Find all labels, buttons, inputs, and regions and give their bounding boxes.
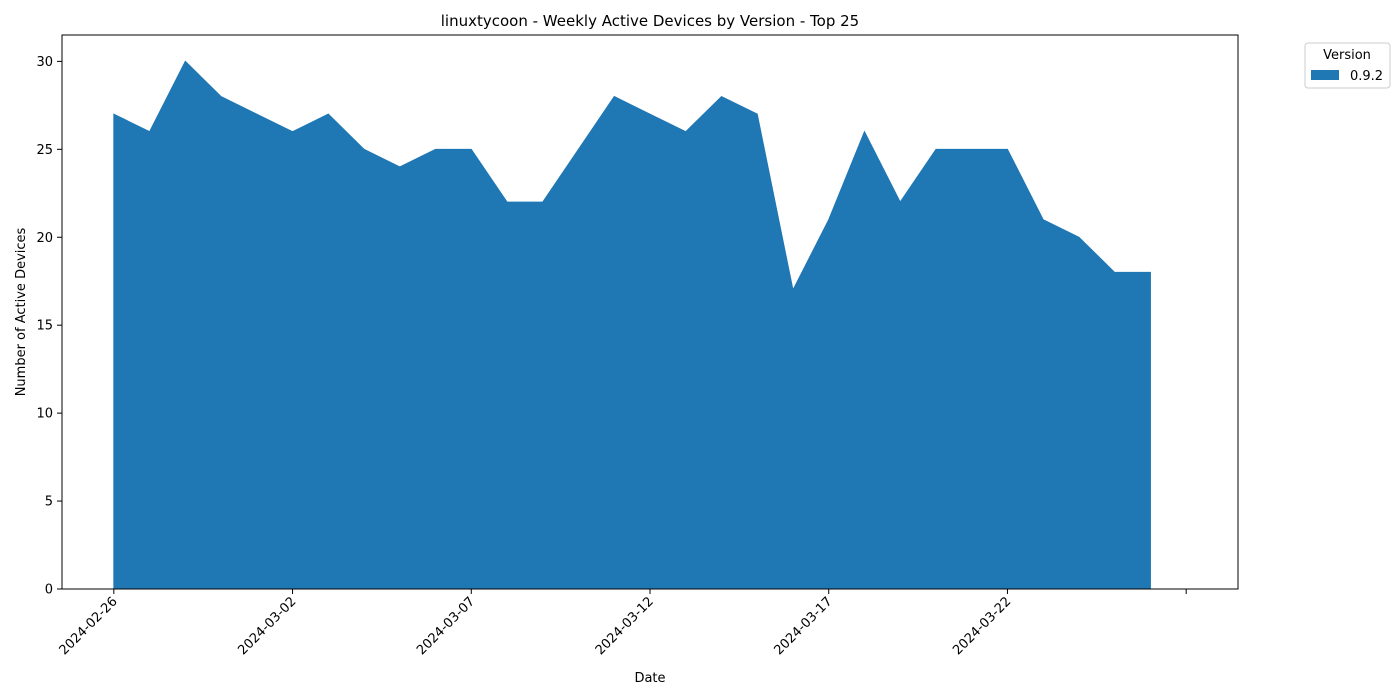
legend-swatch bbox=[1311, 70, 1339, 80]
legend: Version 0.9.2 bbox=[1304, 42, 1391, 89]
x-tick-label: 2024-03-22 bbox=[950, 594, 1014, 658]
x-tick-label: 2024-03-07 bbox=[414, 594, 478, 658]
y-tick-label: 25 bbox=[36, 143, 53, 158]
x-tick-label: 2024-02-26 bbox=[57, 594, 121, 658]
plot-area bbox=[61, 34, 1239, 590]
series-area-0.9.2 bbox=[113, 60, 1151, 590]
legend-title: Version bbox=[1323, 48, 1371, 63]
x-tick-label: 2024-03-17 bbox=[772, 594, 836, 658]
y-tick-label: 20 bbox=[36, 231, 53, 246]
y-tick-label: 10 bbox=[36, 407, 53, 422]
legend-label: 0.9.2 bbox=[1350, 69, 1383, 84]
x-tick-label: 2024-03-12 bbox=[593, 594, 657, 658]
chart-title: linuxtycoon - Weekly Active Devices by V… bbox=[441, 12, 859, 30]
y-axis-label: Number of Active Devices bbox=[14, 227, 29, 396]
y-tick-label: 5 bbox=[45, 495, 53, 510]
y-tick-label: 0 bbox=[45, 583, 53, 598]
x-axis: 2024-02-26 2024-03-02 2024-03-07 2024-03-12… bbox=[57, 589, 1187, 658]
y-tick-label: 30 bbox=[36, 55, 53, 70]
x-axis-label: Date bbox=[634, 671, 665, 686]
y-axis: 0 5 10 15 20 25 30 bbox=[36, 55, 62, 598]
series-layer bbox=[113, 60, 1151, 590]
y-tick-label: 15 bbox=[36, 319, 53, 334]
x-tick-label: 2024-03-02 bbox=[235, 594, 299, 658]
